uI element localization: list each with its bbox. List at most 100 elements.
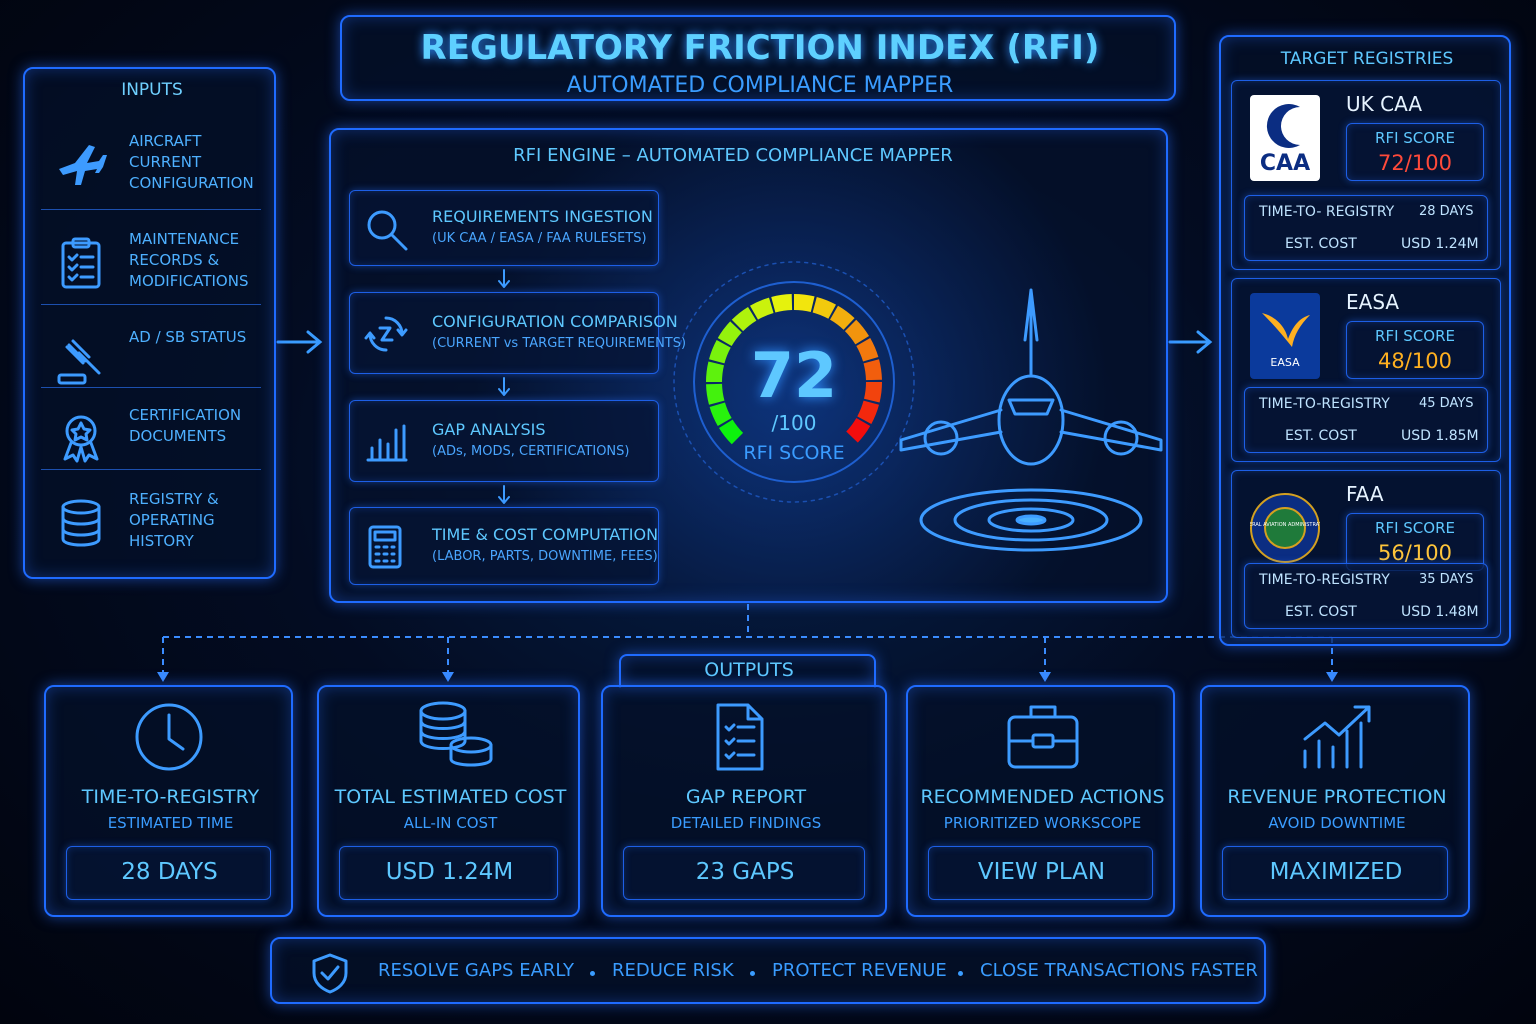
separator bbox=[41, 469, 261, 470]
registry-card[interactable]: FEDERAL AVIATION ADMINISTRATION FAA RFI SC… bbox=[1231, 470, 1501, 638]
shield-icon bbox=[312, 953, 348, 994]
details-box: TIME-TO- REGISTRY 28 DAYS EST. COST USD 1.2… bbox=[1244, 195, 1488, 261]
output-icon bbox=[1007, 705, 1078, 769]
time-value: 35 DAYS bbox=[1419, 572, 1474, 587]
separator bbox=[41, 209, 261, 210]
step-detail: (CURRENT vs TARGET REQUIREMENTS) bbox=[432, 336, 687, 351]
logo-text: EASA bbox=[1270, 356, 1300, 369]
score-value: 48/100 bbox=[1378, 349, 1452, 373]
output-card: REVENUE PROTECTION AVOID DOWNTIME MAXIMIZE… bbox=[1200, 685, 1470, 917]
registries-panel: TARGET REGISTRIES CAA UK CAA RFI SCORE 72/1… bbox=[1219, 35, 1511, 646]
step-title: TIME & COST COMPUTATION bbox=[432, 525, 659, 544]
gauge-scale: /100 bbox=[771, 411, 817, 435]
footer-item: CLOSE TRANSACTIONS FASTER bbox=[980, 960, 1258, 981]
time-label: TIME-TO- REGISTRY bbox=[1259, 204, 1395, 220]
footer-item: RESOLVE GAPS EARLY bbox=[378, 960, 575, 981]
registry-logo: CAA bbox=[1250, 95, 1320, 181]
output-value[interactable]: 28 DAYS bbox=[121, 859, 218, 885]
title: REGULATORY FRICTION INDEX (RFI) bbox=[420, 28, 1100, 68]
step-title: REQUIREMENTS INGESTION bbox=[432, 207, 653, 226]
bullet bbox=[958, 971, 963, 976]
details-box: TIME-TO-REGISTRY 45 DAYS EST. COST USD 1.85… bbox=[1244, 387, 1488, 453]
output-value[interactable]: 23 GAPS bbox=[695, 859, 795, 885]
score-value: 56/100 bbox=[1378, 541, 1452, 565]
gauge-label: RFI SCORE bbox=[743, 442, 845, 464]
header: REGULATORY FRICTION INDEX (RFI) AUTOMATE… bbox=[340, 15, 1176, 101]
separator bbox=[41, 304, 261, 305]
input-icon bbox=[63, 415, 99, 463]
cost-label: EST. COST bbox=[1285, 236, 1357, 252]
step-icon bbox=[367, 210, 408, 251]
cost-label: EST. COST bbox=[1285, 604, 1357, 620]
time-label: TIME-TO-REGISTRY bbox=[1259, 572, 1390, 588]
logo-seal bbox=[1250, 493, 1320, 563]
time-value: 28 DAYS bbox=[1419, 204, 1474, 219]
score-label: RFI SCORE bbox=[1375, 327, 1455, 345]
step-icon bbox=[364, 316, 408, 352]
time-value: 45 DAYS bbox=[1419, 396, 1474, 411]
inputs-panel: INPUTS AIRCRAFT CURRENT CONFIGURATION MAI… bbox=[23, 67, 276, 579]
input-icon bbox=[57, 339, 101, 385]
output-value-box[interactable]: USD 1.24M bbox=[339, 846, 558, 900]
registry-logo: FEDERAL AVIATION ADMINISTRATION bbox=[1250, 485, 1320, 571]
output-subtitle: PRIORITIZED WORKSCOPE bbox=[943, 814, 1142, 832]
output-icon bbox=[419, 701, 492, 767]
logo-text: CAA bbox=[1259, 151, 1311, 176]
input-label: AD / SB STATUS bbox=[129, 328, 247, 346]
registries-title: TARGET REGISTRIES bbox=[1280, 49, 1454, 69]
step-box[interactable]: TIME & COST COMPUTATION (LABOR, PARTS, DO… bbox=[349, 507, 659, 585]
score-label: RFI SCORE bbox=[1375, 519, 1455, 537]
step-detail: (UK CAA / EASA / FAA RULESETS) bbox=[432, 231, 647, 246]
logo-moon bbox=[1266, 104, 1300, 148]
gauge bbox=[673, 261, 1163, 552]
step-arrow bbox=[498, 485, 510, 504]
input-icon bbox=[61, 237, 101, 289]
cost-value: USD 1.48M bbox=[1401, 604, 1479, 620]
score-box: RFI SCORE 48/100 bbox=[1346, 321, 1484, 379]
output-icon bbox=[1303, 705, 1371, 769]
output-title: TOTAL ESTIMATED COST bbox=[334, 786, 567, 808]
outputs-tab: OUTPUTS bbox=[619, 654, 876, 688]
inputs-title: INPUTS bbox=[121, 80, 183, 100]
registry-name: UK CAA bbox=[1346, 92, 1422, 116]
cost-value: USD 1.24M bbox=[1401, 236, 1479, 252]
output-icon bbox=[135, 703, 202, 771]
bullet bbox=[590, 971, 595, 976]
subtitle: AUTOMATED COMPLIANCE MAPPER bbox=[566, 73, 954, 98]
input-label: CERTIFICATION DOCUMENTS bbox=[129, 406, 242, 445]
output-value-box[interactable]: 28 DAYS bbox=[66, 846, 271, 900]
output-value-box[interactable]: 23 GAPS bbox=[623, 846, 865, 900]
footer-item: PROTECT REVENUE bbox=[772, 960, 947, 981]
output-card: TOTAL ESTIMATED COST ALL-IN COST USD 1.24M bbox=[317, 685, 580, 917]
footer: RESOLVE GAPS EARLY REDUCE RISK PROTECT REV… bbox=[270, 937, 1266, 1004]
output-icon bbox=[716, 703, 764, 771]
step-icon bbox=[368, 525, 402, 569]
step-arrow bbox=[498, 269, 510, 288]
output-title: REVENUE PROTECTION bbox=[1227, 786, 1447, 808]
score-label: RFI SCORE bbox=[1375, 129, 1455, 147]
output-subtitle: ESTIMATED TIME bbox=[107, 814, 234, 832]
output-value[interactable]: VIEW PLAN bbox=[977, 859, 1106, 885]
registry-card[interactable]: CAA UK CAA RFI SCORE 72/100 TIME-TO- REGISTR… bbox=[1231, 80, 1501, 270]
time-label: TIME-TO-REGISTRY bbox=[1259, 396, 1390, 412]
registry-card[interactable]: EASA EASA RFI SCORE 48/100 TIME-TO-REGISTRY 4… bbox=[1231, 278, 1501, 462]
engine-panel: RFI ENGINE – AUTOMATED COMPLIANCE MAPPER… bbox=[329, 128, 1168, 603]
output-value[interactable]: MAXIMIZED bbox=[1269, 859, 1403, 885]
separator bbox=[41, 387, 261, 388]
input-icon bbox=[61, 499, 101, 547]
step-box[interactable]: CONFIGURATION COMPARISON (CURRENT vs TARG… bbox=[349, 292, 686, 374]
step-box[interactable]: GAP ANALYSIS (ADs, MODS, CERTIFICATIONS) bbox=[349, 400, 659, 482]
output-subtitle: DETAILED FINDINGS bbox=[670, 814, 822, 832]
cost-label: EST. COST bbox=[1285, 428, 1357, 444]
output-value-box[interactable]: MAXIMIZED bbox=[1222, 846, 1448, 900]
footer-item: REDUCE RISK bbox=[612, 960, 734, 981]
output-value-box[interactable]: VIEW PLAN bbox=[928, 846, 1153, 900]
output-subtitle: ALL-IN COST bbox=[403, 814, 498, 832]
step-detail: (ADs, MODS, CERTIFICATIONS) bbox=[432, 444, 630, 459]
output-value[interactable]: USD 1.24M bbox=[385, 859, 514, 885]
output-subtitle: AVOID DOWNTIME bbox=[1268, 814, 1406, 832]
score-value: 72/100 bbox=[1378, 151, 1452, 175]
input-icon bbox=[59, 145, 107, 185]
step-box[interactable]: REQUIREMENTS INGESTION (UK CAA / EASA / F… bbox=[349, 190, 659, 266]
